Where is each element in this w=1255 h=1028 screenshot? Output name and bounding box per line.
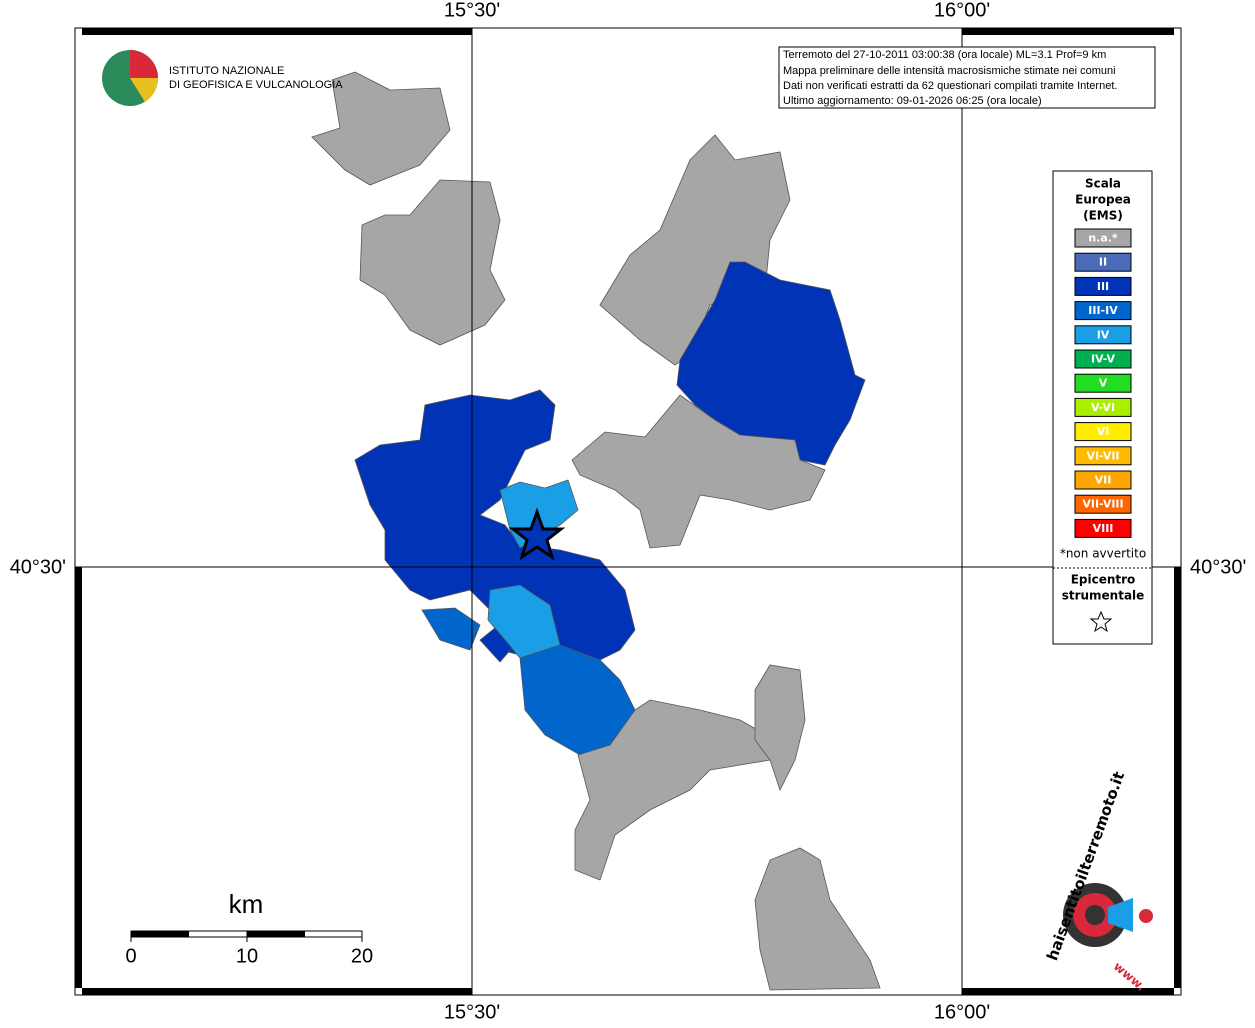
scale-unit: km [229, 889, 264, 919]
legend-swatch [1074, 470, 1132, 490]
legend-swatch [1074, 373, 1132, 393]
legend-label: IV [1097, 328, 1110, 341]
legend-label: VII-VIII [1082, 498, 1123, 511]
scale-tick: 20 [351, 945, 373, 967]
legend-swatch [1074, 228, 1132, 248]
legend-swatch [1074, 276, 1132, 296]
legend-swatch [1074, 301, 1132, 321]
epicenter-symbol [1089, 610, 1113, 633]
legend-title: Europea [1075, 193, 1131, 207]
legend-swatch [1074, 252, 1132, 272]
frame-labels: 15°30' 16°00' 15°30' 16°00' 40°30' 40°30… [10, 0, 1247, 1023]
municipality [354, 389, 636, 661]
legend: Scala Europea (EMS) *non avvertito Epice… [1052, 170, 1153, 645]
municipalities [311, 71, 881, 991]
institute-name: DI GEOFISICA E VULCANOLOGIA [169, 79, 343, 91]
municipality [571, 394, 826, 549]
legend-label: V [1099, 377, 1108, 390]
info-line: Dati non verificati estratti da 62 quest… [783, 80, 1117, 92]
frame [74, 27, 1182, 996]
legend-label: IV-V [1091, 353, 1116, 366]
latitude-label: 40°30' [10, 556, 66, 578]
longitude-label: 15°30' [444, 1001, 500, 1023]
legend-swatch [1074, 446, 1132, 466]
legend-swatch [1074, 325, 1132, 345]
legend-note: *non avvertito [1060, 547, 1146, 561]
legend-label: VII [1095, 474, 1112, 487]
graticule [75, 28, 1181, 995]
info-line: Mappa preliminare delle intensità macros… [783, 65, 1116, 77]
legend-swatch [1074, 349, 1132, 369]
legend-label: VI [1097, 425, 1110, 438]
legend-epicenter: strumentale [1062, 589, 1145, 603]
legend-swatch [1074, 397, 1132, 417]
municipality [754, 664, 806, 792]
legend-label: II [1099, 256, 1107, 269]
legend-label: III [1097, 280, 1109, 293]
municipality [479, 627, 513, 663]
legend-title: (EMS) [1083, 209, 1123, 223]
latitude-label: 40°30' [1190, 556, 1246, 578]
info-line: Terremoto del 27-10-2011 03:00:38 (ora l… [783, 49, 1106, 61]
epicenter [508, 507, 566, 561]
longitude-label: 16°00' [934, 1001, 990, 1023]
legend-label: VI-VII [1086, 449, 1119, 462]
scale-tick: 0 [125, 945, 136, 967]
municipality [421, 607, 481, 651]
legend-label: VIII [1093, 522, 1114, 535]
municipality [359, 179, 506, 346]
legend-swatch [1074, 422, 1132, 442]
info-box: Terremoto del 27-10-2011 03:00:38 (ora l… [778, 46, 1156, 109]
municipality [574, 699, 776, 881]
legend-label: n.a.* [1088, 232, 1118, 245]
logo: ISTITUTO NAZIONALE DI GEOFISICA E VULCAN… [102, 50, 343, 106]
municipality [754, 847, 881, 991]
institute-name: ISTITUTO NAZIONALE [169, 65, 284, 77]
longitude-label: 15°30' [444, 0, 500, 21]
legend-swatch [1074, 494, 1132, 514]
legend-label: III-IV [1088, 304, 1118, 317]
scale-tick: 10 [236, 945, 258, 967]
info-line: Ultimo aggiornamento: 09-01-2026 06:25 (… [783, 95, 1042, 107]
legend-swatch [1074, 518, 1132, 538]
scale-bar: km 0 10 20 [125, 889, 373, 967]
longitude-label: 16°00' [934, 0, 990, 21]
legend-label: V-VI [1091, 401, 1115, 414]
municipality [311, 71, 451, 186]
legend-epicenter: Epicentro [1071, 573, 1136, 587]
legend-title: Scala [1085, 177, 1121, 191]
